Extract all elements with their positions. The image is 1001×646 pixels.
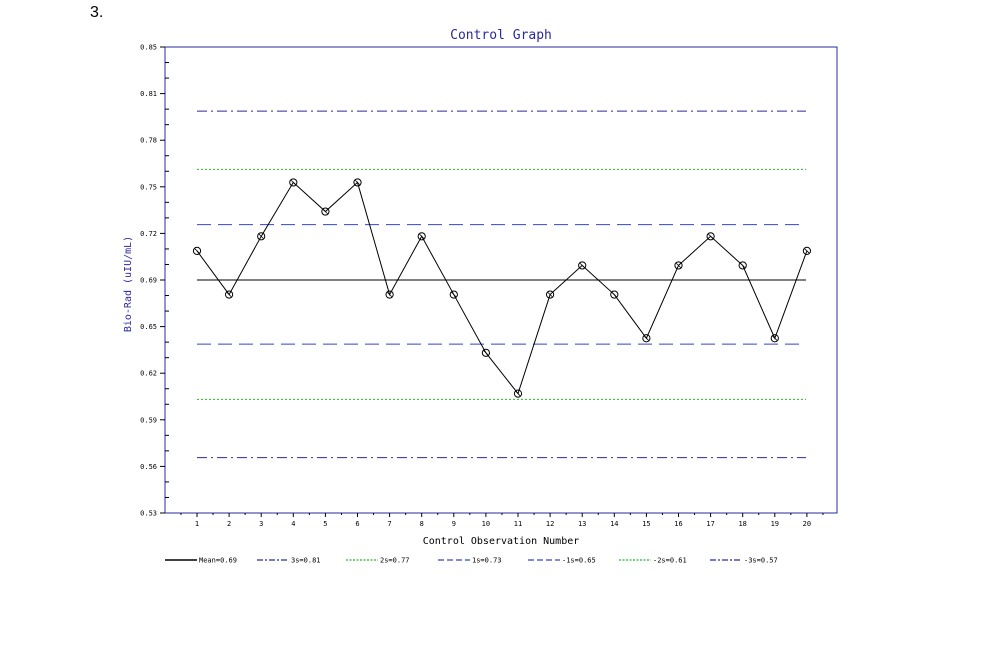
data-point	[513, 389, 523, 398]
data-point-mark	[579, 262, 585, 268]
data-point-mark	[676, 262, 681, 268]
data-point	[385, 290, 394, 299]
legend-label-6: -3s=0.57	[744, 557, 778, 565]
y-axis-label: Bio-Rad (uIU/mL)	[123, 236, 134, 332]
x-tick-label: 13	[578, 520, 586, 528]
legend-label-3: 1s=0.73	[472, 557, 502, 565]
data-point	[321, 207, 330, 216]
x-tick-label: 4	[291, 520, 295, 528]
y-tick-label: 0.59	[140, 416, 157, 424]
data-point	[225, 290, 234, 299]
y-tick-label: 0.53	[140, 510, 157, 518]
data-point-mark	[419, 233, 425, 239]
data-point	[706, 232, 715, 241]
x-tick-label: 6	[355, 520, 359, 528]
x-tick-label: 20	[803, 520, 811, 528]
data-point	[610, 290, 619, 299]
data-point-mark	[804, 248, 810, 254]
x-tick-label: 1	[195, 520, 199, 528]
legend-label-2: 2s=0.77	[380, 557, 410, 565]
x-tick-label: 14	[610, 520, 618, 528]
data-point	[481, 348, 490, 357]
x-tick-label: 17	[706, 520, 714, 528]
legend: Mean=0.69 3s=0.81 2s=0.77 1s=0.73 -1s=0.65 -2…	[165, 557, 778, 565]
x-tick-label: 3	[259, 520, 263, 528]
data-point-mark	[643, 335, 649, 341]
x-tick-label: 15	[642, 520, 650, 528]
data-point	[642, 334, 651, 343]
x-tick-label: 16	[674, 520, 682, 528]
x-axis-ticks: 1 2 3 4 5 6 7 8 9 10 11 12 13 14 15 16 17 18 19 20	[180, 513, 824, 528]
series-line-0	[196, 181, 808, 395]
data-point	[417, 232, 426, 241]
y-tick-label: 0.56	[140, 463, 157, 471]
data-point-mark	[322, 209, 328, 215]
data-point-mark	[355, 179, 360, 185]
data-point-mark	[387, 292, 393, 298]
x-tick-label: 9	[452, 520, 456, 528]
data-point	[546, 290, 555, 299]
data-point	[738, 261, 747, 270]
data-point	[674, 261, 683, 270]
data-point-mark	[451, 292, 457, 298]
data-point	[449, 290, 458, 299]
data-point-mark	[226, 292, 232, 298]
data-point-mark	[290, 179, 296, 185]
x-tick-label: 7	[387, 520, 391, 528]
y-tick-label: 0.69	[140, 277, 157, 285]
legend-label-4: -1s=0.65	[562, 557, 596, 565]
x-tick-label: 19	[771, 520, 779, 528]
y-tick-label: 0.75	[140, 183, 157, 191]
x-tick-label: 5	[323, 520, 327, 528]
y-tick-label: 0.78	[140, 137, 157, 145]
data-point-mark	[772, 335, 778, 341]
legend-label-0: Mean=0.69	[199, 557, 237, 565]
data-point-mark	[547, 292, 553, 298]
data-point-mark	[515, 391, 521, 397]
legend-label-1: 3s=0.81	[291, 557, 321, 565]
x-tick-label: 11	[514, 520, 522, 528]
data-point-mark	[483, 350, 489, 356]
data-point	[770, 334, 779, 343]
x-tick-label: 2	[227, 520, 231, 528]
data-series	[192, 178, 812, 398]
data-point	[192, 246, 202, 255]
data-point	[353, 178, 362, 187]
legend-label-5: -2s=0.61	[653, 557, 687, 565]
data-point	[289, 178, 298, 187]
x-tick-label: 12	[546, 520, 554, 528]
question-number: 3.	[90, 4, 104, 21]
y-tick-label: 0.62	[140, 370, 157, 378]
y-tick-label: 0.85	[140, 44, 157, 52]
data-point-mark	[611, 292, 617, 298]
data-point	[257, 232, 266, 241]
y-tick-label: 0.65	[140, 323, 157, 331]
x-tick-label: 10	[482, 520, 490, 528]
x-tick-label: 8	[420, 520, 424, 528]
x-tick-label: 18	[738, 520, 746, 528]
data-point	[578, 261, 587, 270]
data-point-mark	[708, 233, 714, 239]
y-tick-label: 0.81	[140, 90, 157, 98]
y-tick-label: 0.72	[140, 230, 157, 238]
data-point	[802, 246, 812, 255]
x-axis-label: Control Observation Number	[423, 536, 580, 547]
chart-title: Control Graph	[450, 28, 552, 43]
data-point-mark	[258, 233, 264, 239]
data-point-mark	[740, 262, 746, 268]
y-axis-ticks: 0.85 0.81 0.78 0.75 0.72 0.69 0.65 0.62 0.59 0.56…	[140, 44, 169, 518]
control-lines	[197, 110, 806, 459]
data-point-mark	[194, 248, 200, 254]
